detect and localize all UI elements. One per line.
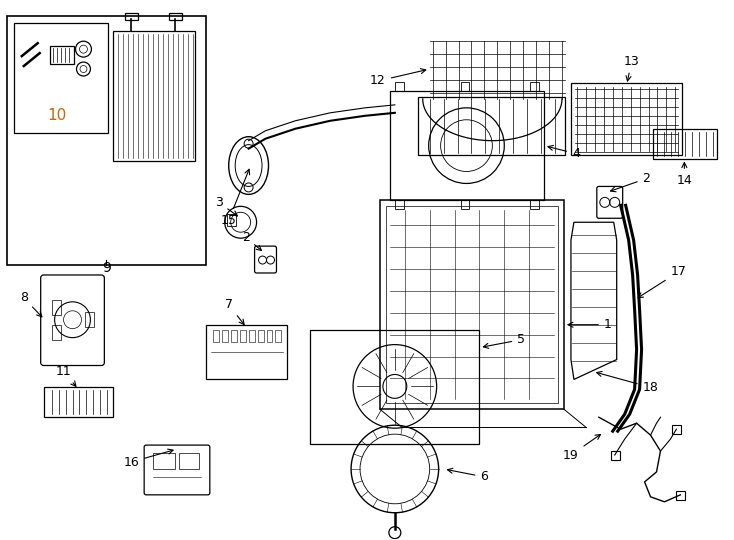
Text: 15: 15 (221, 169, 250, 227)
Bar (51, 300, 61, 315)
Bar (390, 91, 544, 200)
Text: 12: 12 (370, 69, 426, 87)
Text: 5: 5 (484, 333, 526, 348)
Text: 18: 18 (597, 372, 658, 394)
Bar (85, 312, 95, 327)
Bar (672, 425, 681, 434)
Bar (266, 330, 272, 342)
Text: 10: 10 (47, 109, 66, 123)
Text: 8: 8 (20, 292, 42, 317)
Bar (126, 14, 138, 21)
Text: 2: 2 (241, 231, 261, 251)
Bar (240, 330, 246, 342)
Bar (227, 214, 236, 226)
Text: 6: 6 (448, 468, 488, 483)
Text: 9: 9 (102, 261, 111, 275)
Bar (258, 330, 264, 342)
Bar (169, 14, 182, 21)
Bar (530, 82, 539, 91)
Bar (113, 31, 195, 160)
Text: 13: 13 (624, 55, 639, 81)
Text: 3: 3 (215, 196, 237, 216)
Bar (395, 82, 404, 91)
Text: 17: 17 (638, 266, 686, 298)
Bar (50, 46, 73, 64)
Bar (310, 330, 479, 444)
Bar (7, 16, 206, 265)
Bar (213, 330, 219, 342)
Bar (653, 129, 717, 159)
Bar (230, 330, 236, 342)
Bar (222, 330, 228, 342)
Text: 1: 1 (568, 318, 611, 331)
Bar (611, 451, 619, 460)
Bar (380, 200, 564, 409)
Text: 11: 11 (56, 365, 76, 386)
Bar (395, 200, 404, 210)
Text: 7: 7 (225, 298, 244, 325)
Bar (275, 330, 281, 342)
Text: 4: 4 (548, 145, 580, 160)
Bar (249, 330, 255, 342)
Bar (460, 82, 470, 91)
Bar (418, 97, 565, 154)
Bar (677, 491, 686, 500)
Bar (206, 325, 288, 380)
Bar (386, 206, 558, 403)
Bar (153, 453, 175, 469)
Bar (14, 23, 109, 133)
Bar (179, 453, 199, 469)
Text: 16: 16 (123, 449, 173, 469)
Text: 19: 19 (563, 435, 600, 462)
Bar (460, 200, 470, 210)
Bar (571, 83, 683, 154)
Text: 2: 2 (611, 172, 650, 192)
Bar (43, 387, 113, 417)
Bar (530, 200, 539, 210)
Bar (51, 325, 61, 340)
Text: 14: 14 (677, 163, 692, 187)
